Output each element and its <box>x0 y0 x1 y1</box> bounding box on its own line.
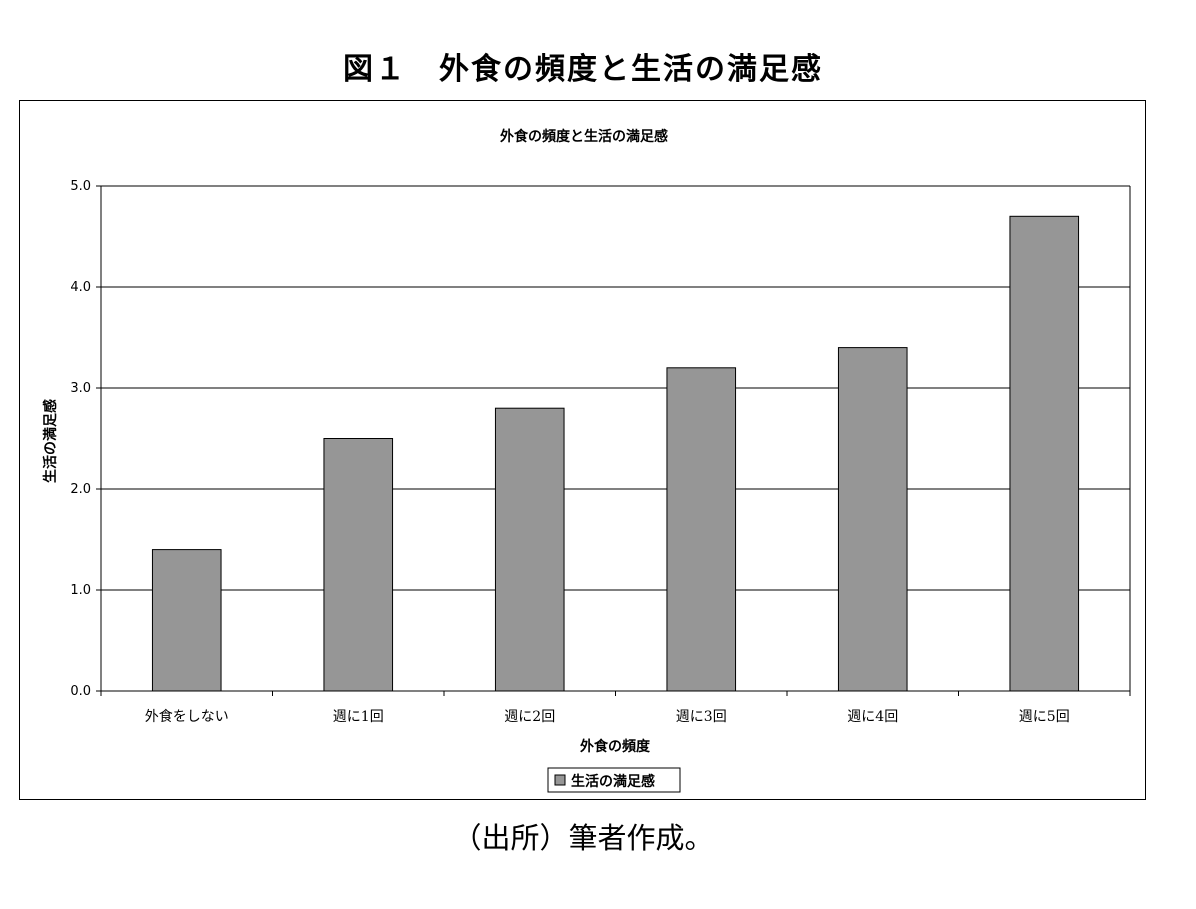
bar <box>494 407 565 692</box>
y-tick-label: 3.0 <box>70 381 91 396</box>
bar <box>151 549 222 692</box>
y-tick-label: 0.0 <box>70 684 91 699</box>
bar <box>323 438 394 692</box>
source-note: （出所）筆者作成。 <box>452 821 714 855</box>
x-tick-label: 週に5回 <box>1019 709 1070 725</box>
bar <box>837 347 908 692</box>
x-tick-label: 週に2回 <box>504 709 555 725</box>
bar <box>666 367 737 692</box>
x-tick-label: 週に4回 <box>847 709 898 725</box>
y-tick-label: 5.0 <box>70 179 91 194</box>
x-tick-label: 週に3回 <box>676 709 727 725</box>
legend-swatch <box>554 774 566 786</box>
legend-label: 生活の満足感 <box>571 773 655 790</box>
x-axis-label: 外食の頻度 <box>580 738 651 755</box>
figure-title: 図１ 外食の頻度と生活の満足感 <box>343 52 823 87</box>
y-tick-label: 4.0 <box>70 280 91 295</box>
x-tick-label: 外食をしない <box>145 708 229 725</box>
legend: 生活の満足感 <box>547 767 681 793</box>
legend-box <box>547 767 681 793</box>
grid-layer <box>101 185 1130 591</box>
bars-layer <box>151 215 1080 692</box>
y-axis-label: 生活の満足感 <box>42 399 59 483</box>
x-tick-label: 週に1回 <box>333 709 384 725</box>
y-tick-label: 1.0 <box>70 583 91 598</box>
axis-layer: 0.0 1.0 2.0 3.0 4.0 5.0 外食をしない 週に1回 週に2回 週に3回 週に4回… <box>70 179 1131 725</box>
bar <box>1009 215 1080 692</box>
y-tick-label: 2.0 <box>70 482 91 497</box>
bar-chart: 外食の頻度と生活の満足感 0.0 1.0 2.0 3.0 4.0 5.0 外食をしない 週に1… <box>42 128 1131 793</box>
chart-title: 外食の頻度と生活の満足感 <box>500 128 668 145</box>
chart-frame: 外食の頻度と生活の満足感 0.0 1.0 2.0 3.0 4.0 5.0 外食をしない 週に1… <box>19 100 1146 800</box>
